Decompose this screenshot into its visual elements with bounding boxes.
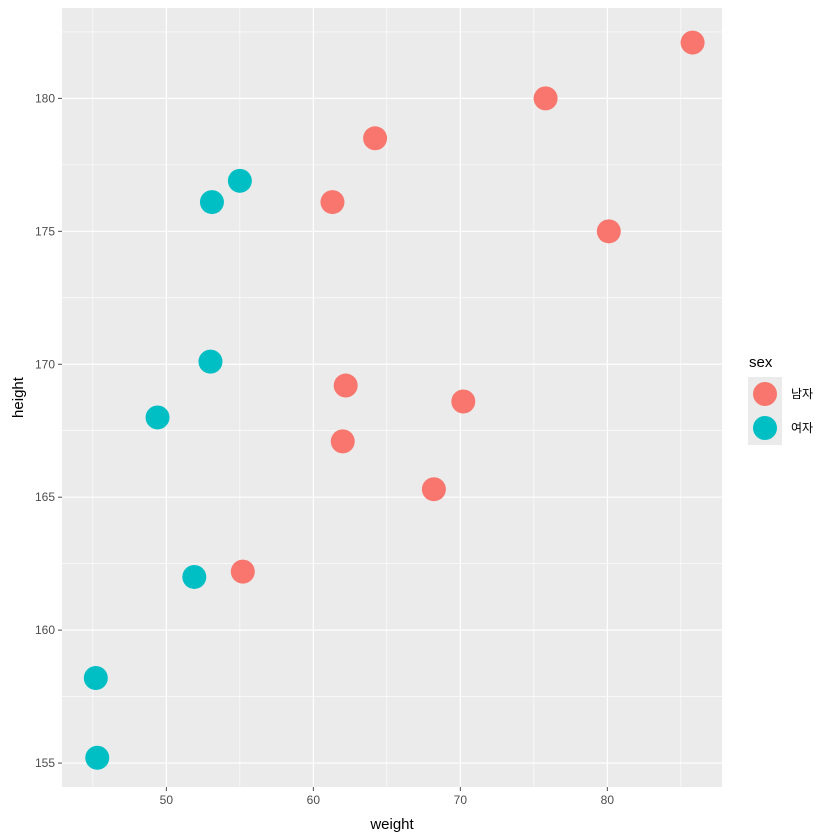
- data-point: [198, 349, 223, 374]
- legend-title: sex: [749, 354, 773, 371]
- x-axis-title: weight: [369, 816, 414, 833]
- data-point: [230, 559, 255, 584]
- y-tick-label: 170: [35, 357, 55, 371]
- data-point: [227, 168, 252, 193]
- y-axis-ticks: 155 160 165 170 175 180: [35, 91, 62, 770]
- data-point: [85, 745, 110, 770]
- legend-key: [753, 382, 777, 406]
- y-tick-label: 165: [35, 490, 55, 504]
- data-point: [330, 429, 355, 454]
- data-point: [680, 30, 705, 55]
- data-point: [451, 389, 476, 414]
- x-axis-ticks: 50 60 70 80: [160, 787, 615, 807]
- data-point: [199, 190, 224, 215]
- y-tick-label: 180: [35, 91, 55, 105]
- plot-panel: [62, 8, 722, 787]
- data-point: [596, 219, 621, 244]
- x-tick-label: 70: [454, 793, 468, 807]
- y-tick-label: 155: [35, 756, 55, 770]
- legend-label: 남자: [791, 387, 813, 401]
- data-point: [83, 665, 108, 690]
- data-point: [320, 190, 345, 215]
- y-tick-label: 175: [35, 224, 55, 238]
- data-point: [182, 564, 207, 589]
- x-tick-label: 80: [601, 793, 615, 807]
- legend-label: 여자: [791, 421, 813, 435]
- data-point: [533, 86, 558, 111]
- y-tick-label: 160: [35, 623, 55, 637]
- x-tick-label: 50: [160, 793, 174, 807]
- x-tick-label: 60: [307, 793, 321, 807]
- y-axis-title: height: [10, 376, 27, 418]
- data-point: [421, 477, 446, 502]
- data-point: [333, 373, 358, 398]
- data-points: [83, 30, 705, 770]
- legend-key: [753, 416, 777, 440]
- data-point: [363, 126, 388, 151]
- data-point: [145, 405, 170, 430]
